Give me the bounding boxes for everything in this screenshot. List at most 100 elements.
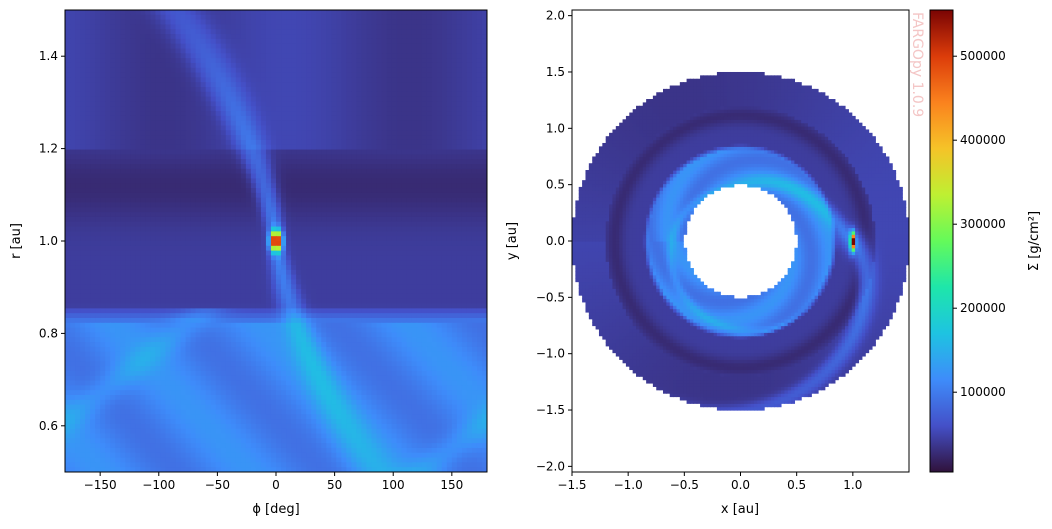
left-heat-cell bbox=[341, 192, 347, 199]
left-heat-cell bbox=[296, 207, 302, 213]
left-heat-cell bbox=[190, 106, 197, 112]
left-heat-cell bbox=[80, 24, 86, 30]
left-heat-cell bbox=[225, 245, 232, 252]
left-heat-cell bbox=[416, 24, 423, 30]
left-heat-cell bbox=[306, 279, 312, 285]
left-heat-cell bbox=[75, 216, 81, 223]
left-heat-cell bbox=[406, 216, 413, 223]
left-heat-cell bbox=[451, 231, 458, 237]
left-heat-cell bbox=[145, 125, 151, 131]
left-heat-cell bbox=[291, 192, 297, 199]
left-heat-cell bbox=[371, 24, 378, 30]
left-heat-cell bbox=[386, 265, 393, 271]
left-heat-cell bbox=[135, 139, 141, 146]
left-heat-cell bbox=[100, 250, 106, 257]
left-heat-cell bbox=[291, 188, 297, 194]
left-heat-cell bbox=[260, 279, 267, 285]
left-heat-cell bbox=[240, 284, 247, 290]
left-heat-cell bbox=[170, 202, 177, 208]
left-heat-cell bbox=[130, 236, 136, 242]
left-heat-cell bbox=[461, 87, 468, 93]
left-heat-cell bbox=[85, 144, 91, 151]
left-heat-cell bbox=[260, 241, 267, 247]
left-heat-cell bbox=[165, 164, 172, 170]
left-heat-cell bbox=[411, 14, 418, 21]
left-heat-cell bbox=[411, 82, 418, 88]
left-heat-cell bbox=[476, 106, 483, 112]
left-heat-cell bbox=[160, 72, 167, 78]
left-heat-cell bbox=[436, 159, 443, 165]
left-heat-cell bbox=[446, 250, 453, 257]
left-heat-cell bbox=[75, 43, 81, 50]
left-heat-cell bbox=[411, 212, 418, 218]
left-heat-cell bbox=[441, 10, 448, 16]
left-heat-cell bbox=[406, 236, 413, 242]
left-heat-cell bbox=[356, 241, 362, 247]
left-heat-cell bbox=[461, 77, 468, 83]
left-heat-cell bbox=[446, 168, 453, 175]
left-heat-cell bbox=[306, 284, 312, 290]
left-heat-cell bbox=[306, 192, 312, 199]
left-heat-cell bbox=[195, 168, 202, 175]
left-heat-cell bbox=[270, 231, 277, 237]
left-heat-cell bbox=[411, 135, 418, 141]
left-heat-cell bbox=[476, 14, 483, 21]
left-heat-cell bbox=[451, 14, 458, 21]
left-heat-cell bbox=[265, 260, 272, 266]
left-heat-cell bbox=[245, 48, 252, 54]
left-heat-cell bbox=[220, 149, 227, 155]
left-heat-cell bbox=[185, 48, 192, 54]
left-heat-cell bbox=[301, 14, 307, 21]
left-heat-cell bbox=[90, 53, 96, 59]
left-heat-cell bbox=[225, 106, 232, 112]
left-heat-cell bbox=[70, 192, 76, 199]
left-heat-cell bbox=[235, 221, 242, 228]
left-heat-cell bbox=[130, 260, 136, 266]
left-heat-cell bbox=[105, 24, 111, 30]
left-heat-cell bbox=[396, 173, 403, 180]
left-heat-cell bbox=[255, 53, 262, 59]
left-heat-cell bbox=[230, 48, 237, 54]
left-heat-cell bbox=[140, 197, 146, 204]
left-heat-cell bbox=[140, 216, 146, 223]
left-heat-cell bbox=[376, 29, 383, 35]
left-heat-cell bbox=[326, 226, 332, 232]
left-heat-cell bbox=[471, 115, 478, 122]
left-heat-cell bbox=[286, 241, 292, 247]
left-heat-cell bbox=[255, 293, 262, 300]
left-heat-cell bbox=[356, 192, 362, 199]
left-heat-cell bbox=[120, 144, 126, 151]
left-heat-cell bbox=[85, 255, 91, 261]
left-heat-cell bbox=[215, 125, 222, 131]
left-heat-cell bbox=[270, 91, 277, 98]
left-heat-cell bbox=[210, 62, 217, 69]
left-heat-cell bbox=[341, 101, 347, 107]
left-heat-cell bbox=[185, 168, 192, 175]
left-heat-cell bbox=[95, 226, 101, 232]
left-heat-cell bbox=[301, 111, 307, 117]
left-heat-cell bbox=[120, 19, 126, 26]
left-heat-cell bbox=[100, 125, 106, 131]
left-heat-cell bbox=[165, 58, 172, 64]
left-heat-cell bbox=[326, 241, 332, 247]
left-heat-cell bbox=[421, 29, 428, 35]
left-heat-cell bbox=[115, 38, 121, 45]
left-heat-cell bbox=[321, 67, 327, 74]
left-heat-cell bbox=[346, 164, 352, 170]
left-heat-cell bbox=[291, 77, 297, 83]
left-heat-cell bbox=[95, 289, 101, 295]
left-heat-cell bbox=[391, 207, 398, 213]
left-heat-cell bbox=[135, 72, 141, 78]
left-heat-cell bbox=[286, 101, 292, 107]
left-heat-cell bbox=[210, 221, 217, 228]
left-heat-cell bbox=[306, 236, 312, 242]
left-heat-cell bbox=[210, 255, 217, 261]
left-heat-cell bbox=[145, 130, 151, 136]
left-heat-cell bbox=[150, 154, 157, 160]
left-heat-cell bbox=[130, 125, 136, 131]
left-heat-cell bbox=[155, 289, 162, 295]
left-heat-cell bbox=[466, 236, 473, 242]
left-heat-cell bbox=[421, 43, 428, 50]
left-heat-cell bbox=[160, 293, 167, 300]
left-heat-cell bbox=[311, 111, 317, 117]
